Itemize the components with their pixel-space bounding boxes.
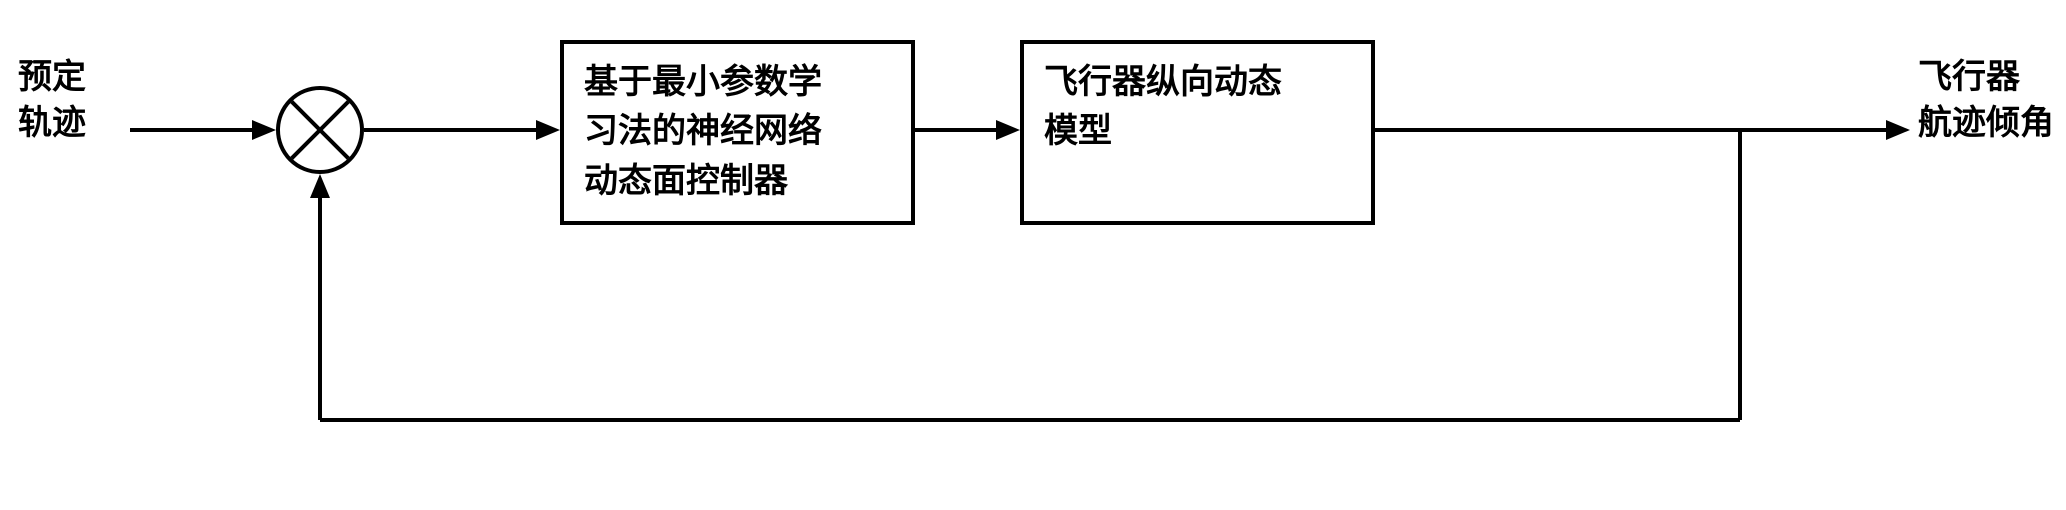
output-label: 飞行器航迹倾角 <box>1918 55 2054 147</box>
controller-block: 基于最小参数学习法的神经网络动态面控制器 <box>560 40 915 225</box>
arrowhead-icon <box>996 120 1020 140</box>
controller-block-label: 基于最小参数学习法的神经网络动态面控制器 <box>584 58 822 206</box>
plant-model-block: 飞行器纵向动态模型 <box>1020 40 1375 225</box>
arrowhead-icon <box>310 174 330 198</box>
arrowhead-icon <box>536 120 560 140</box>
input-label: 预定轨迹 <box>18 55 86 147</box>
arrowhead-icon <box>252 120 276 140</box>
summing-junction-icon <box>276 86 364 174</box>
plant-model-block-label: 飞行器纵向动态模型 <box>1044 58 1282 157</box>
arrowhead-icon <box>1886 120 1910 140</box>
control-block-diagram: 预定轨迹 基于最小参数学习法的神经网络动态面控制器 飞行器纵向动态模型 飞行器航… <box>0 0 2066 510</box>
